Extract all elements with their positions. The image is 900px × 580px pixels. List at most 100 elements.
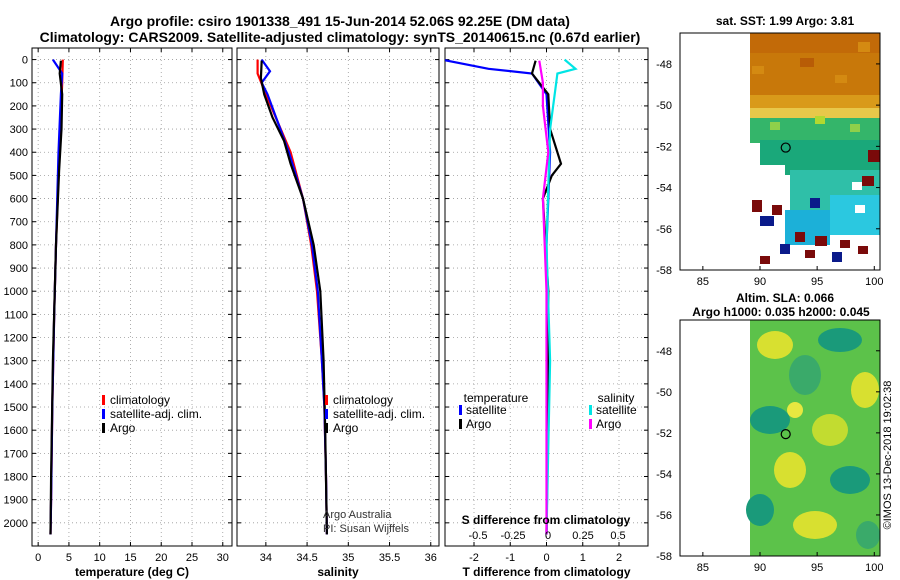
depth-tick-label: 800 [10, 240, 28, 252]
sst-argo-location-marker [780, 142, 791, 153]
diff-legend-title-temperature: temperature [464, 391, 529, 405]
sst-map-x-tick-label: 100 [865, 276, 883, 288]
diff-legend-label: satellite [466, 403, 507, 417]
sal-plot-frame [236, 47, 440, 547]
temp-x-tick-label: 25 [186, 552, 198, 564]
diff-legend-swatch [459, 419, 462, 429]
diff-legend-label: Argo [596, 417, 622, 431]
sla-map-x-tick-label: 100 [865, 562, 883, 574]
sal-legend-label: climatology [333, 393, 393, 407]
temp-series-argo [49, 60, 64, 535]
temp-legend-swatch [102, 409, 105, 419]
depth-tick-label: 1900 [4, 495, 28, 507]
depth-tick-label: 1800 [4, 472, 28, 484]
sal-legend-label: satellite-adj. clim. [333, 407, 425, 421]
figure-title-line2: Climatology: CARS2009. Satellite-adjuste… [39, 29, 641, 45]
imos-timestamp: ©IMOS 13-Dec-2018 19:02:38 [882, 381, 894, 530]
sla-map-x-tick-label: 85 [697, 562, 709, 574]
sla-argo-location-marker [780, 429, 791, 440]
sal-x-tick-label: 34 [260, 552, 272, 564]
sst-map-y-tick-label: -58 [656, 265, 672, 277]
temp-x-tick-label: 30 [217, 552, 229, 564]
sal-series-argo [259, 60, 328, 535]
sst-map-field [750, 33, 880, 270]
depth-tick-label: 2000 [4, 518, 28, 530]
depth-tick-label: 400 [10, 147, 28, 159]
depth-tick-label: 1400 [4, 379, 28, 391]
sal-legend-swatch [325, 395, 328, 405]
diff-legend-swatch [589, 405, 592, 415]
depth-tick-label: 200 [10, 101, 28, 113]
sst-map-x-tick-label: 95 [811, 276, 823, 288]
depth-tick-label: 1600 [4, 425, 28, 437]
sal-x-tick-label: 36 [425, 552, 437, 564]
diff-legend-swatch [459, 405, 462, 415]
temp-x-tick-label: 0 [35, 552, 41, 564]
diff-top-tick-label: 0 [545, 530, 551, 542]
sla-map-x-tick-label: 90 [754, 562, 766, 574]
diff-top-tick-label: 0.5 [610, 530, 625, 542]
depth-tick-label: 0 [22, 55, 28, 67]
sla-map-x-tick-label: 95 [811, 562, 823, 574]
diff-top-tick-label: -0.25 [500, 530, 525, 542]
diff-top-tick-label: 0.25 [572, 530, 593, 542]
temp-x-tick-label: 20 [155, 552, 167, 564]
figure-title-line1: Argo profile: csiro 1901338_491 15-Jun-2… [110, 13, 570, 29]
sla-map-y-tick-label: -52 [656, 428, 672, 440]
temp-legend-swatch [102, 423, 105, 433]
diff-legend-label: Argo [466, 417, 492, 431]
depth-tick-label: 700 [10, 217, 28, 229]
sal-x-tick-label: 34.5 [296, 552, 317, 564]
temp-legend-swatch [102, 395, 105, 405]
diff-top-tick-label: -0.5 [469, 530, 488, 542]
sal-x-tick-label: 35 [342, 552, 354, 564]
sla-map-y-tick-label: -48 [656, 346, 672, 358]
sla-map-frame [679, 319, 881, 557]
depth-tick-label: 600 [10, 194, 28, 206]
sal-x-tick-label: 35.5 [379, 552, 400, 564]
diff-series-salinity-argo [538, 60, 550, 535]
temp-x-tick-label: 10 [94, 552, 106, 564]
depth-tick-label: 1200 [4, 333, 28, 345]
diff-x-tick-label: 1 [580, 552, 586, 564]
diff-series-salinity-satellite [545, 58, 578, 535]
depth-tick-label: 900 [10, 263, 28, 275]
temp-legend-label: satellite-adj. clim. [110, 407, 202, 421]
temp-legend-label: climatology [110, 393, 170, 407]
sst-map-x-tick-label: 85 [697, 276, 709, 288]
depth-tick-label: 300 [10, 124, 28, 136]
sst-map-y-tick-label: -48 [656, 59, 672, 71]
depth-tick-label: 100 [10, 78, 28, 90]
diff-top-axis-label: S difference from climatology [462, 513, 631, 527]
diff-x-tick-label: 2 [616, 552, 622, 564]
depth-tick-label: 1500 [4, 402, 28, 414]
credit-pi: PI: Susan Wijffels [323, 523, 409, 535]
sla-map-y-tick-label: -50 [656, 387, 672, 399]
diff-series-group [445, 58, 578, 535]
sal-legend-label: Argo [333, 421, 359, 435]
sla-map-title: Altim. SLA: 0.066 [735, 291, 835, 305]
temp-x-axis-label: temperature (deg C) [75, 565, 189, 579]
diff-x-axis-label: T difference from climatology [462, 565, 630, 579]
diff-x-tick-label: -2 [469, 552, 479, 564]
sla-map-y-tick-label: -58 [656, 551, 672, 563]
sst-map-y-tick-label: -50 [656, 100, 672, 112]
sla-map-y-tick-label: -54 [656, 469, 672, 481]
sst-map-title: sat. SST: 1.99 Argo: 3.81 [715, 14, 855, 28]
sla-map-subtitle: Argo h1000: 0.035 h2000: 0.045 [692, 305, 870, 319]
depth-tick-label: 1000 [4, 286, 28, 298]
temp-plot-frame [31, 47, 233, 547]
diff-legend-swatch [589, 419, 592, 429]
temp-legend-label: Argo [110, 421, 136, 435]
sla-map-field [746, 320, 880, 556]
diff-x-tick-label: -1 [505, 552, 515, 564]
diff-legend-label: satellite [596, 403, 637, 417]
credit-project: Argo Australia [323, 509, 392, 521]
sst-map-x-tick-label: 90 [754, 276, 766, 288]
depth-tick-label: 1300 [4, 356, 28, 368]
depth-tick-label: 1100 [4, 309, 28, 321]
diff-series-temperature-satellite [445, 59, 552, 535]
diff-x-tick-label: 0 [543, 552, 549, 564]
sst-map-y-tick-label: -54 [656, 183, 672, 195]
